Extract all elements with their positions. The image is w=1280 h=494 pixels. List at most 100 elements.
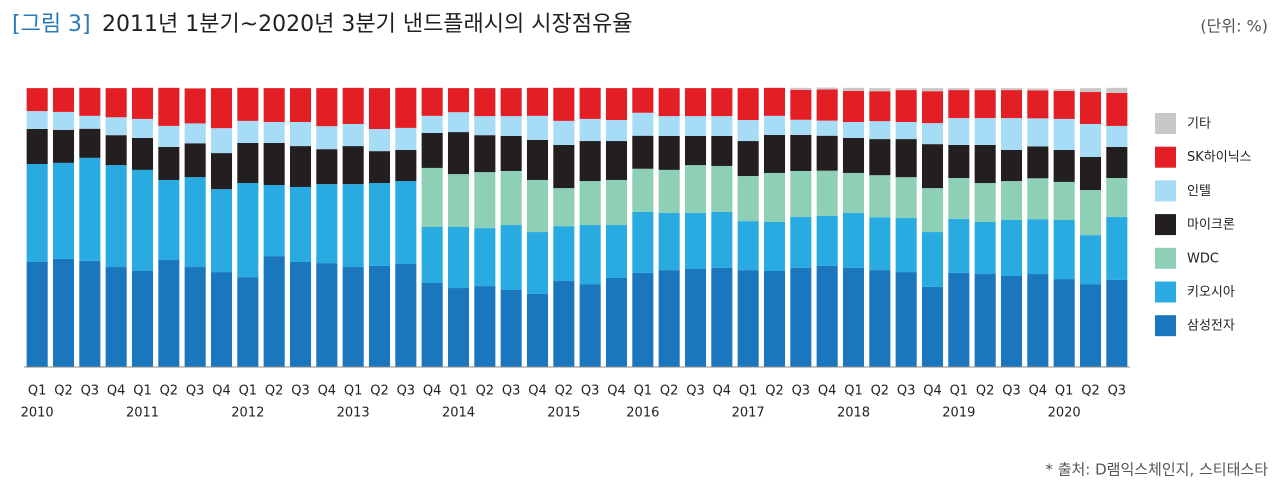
bar-segment (816, 87, 838, 90)
year-label: 2010 (21, 406, 54, 421)
bar-segment (105, 117, 127, 136)
year-label: 2016 (626, 406, 659, 421)
bar-segment (158, 260, 180, 367)
legend-swatch (1155, 247, 1176, 269)
bar-segment (421, 227, 443, 283)
bar-segment (105, 135, 127, 166)
bar-segment (447, 174, 470, 227)
year-label: 2017 (732, 406, 765, 421)
bar-segment (1106, 92, 1128, 126)
bar-segment (974, 88, 996, 91)
x-tick-label: Q1 (634, 384, 653, 399)
x-tick-label: Q2 (476, 384, 495, 399)
bar-segment (158, 179, 180, 261)
bar-segment (474, 228, 496, 287)
bar-segment (869, 217, 891, 271)
x-tick-label: Q4 (212, 384, 231, 399)
bar-segment (842, 172, 865, 213)
bar-segment (26, 164, 48, 262)
bar-segment (921, 91, 944, 124)
x-tick-label: Q2 (871, 384, 890, 399)
bar-segment (553, 87, 575, 121)
bar-segment (763, 134, 786, 173)
bar-segment (895, 177, 917, 219)
bar-segment (632, 87, 654, 113)
year-label: 2011 (126, 406, 159, 421)
legend-label: 기타 (1187, 117, 1211, 132)
bar-segment (948, 272, 970, 367)
bar-segment (632, 168, 654, 212)
bar-segment (605, 141, 628, 180)
x-tick-label: Q4 (1029, 384, 1048, 399)
legend-swatch (1155, 315, 1176, 337)
bar-segment (869, 91, 891, 122)
bar-segment (974, 118, 996, 145)
bar-segment (316, 149, 338, 185)
bar-segment (711, 88, 733, 117)
x-tick-label: Q3 (291, 384, 310, 399)
x-tick-label: Q3 (1108, 384, 1127, 399)
bar-segment (605, 277, 628, 367)
bar-segment (684, 116, 707, 136)
x-tick-label: Q4 (423, 384, 442, 399)
bar-segment (52, 87, 75, 112)
bar-segment (605, 120, 628, 142)
bar-segment (447, 288, 470, 367)
bar-segment (368, 265, 391, 367)
bar-segment (842, 267, 865, 367)
x-tick-label: Q2 (976, 384, 995, 399)
bar-segment (316, 126, 338, 150)
bar-segment (974, 90, 996, 119)
bar-segment (763, 115, 786, 135)
bar-segment (52, 111, 75, 130)
bar-segment (1079, 284, 1102, 367)
bar-segment (421, 132, 443, 168)
bar-segment (658, 136, 680, 170)
bar-segment (395, 127, 417, 150)
year-label: 2015 (547, 406, 580, 421)
bar-segment (52, 258, 75, 367)
bar-segment (1027, 219, 1049, 275)
bar-segment (1027, 88, 1049, 91)
bar-segment (79, 260, 101, 367)
bar-segment (79, 128, 101, 158)
bar-segment (632, 112, 654, 136)
bar-segment (368, 129, 391, 152)
x-tick-label: Q3 (581, 384, 600, 399)
bar-segment (842, 213, 865, 268)
x-tick-label: Q3 (897, 384, 916, 399)
bar-segment (632, 211, 654, 273)
bar-segment (895, 272, 917, 367)
bar-segment (948, 88, 970, 91)
bar-segment (342, 146, 364, 185)
bar-segment (1000, 118, 1023, 150)
bar-segment (921, 286, 944, 367)
bar-segment (105, 88, 127, 118)
bar-segment (553, 144, 575, 189)
year-label: 2012 (231, 406, 264, 421)
bar-segment (1000, 90, 1023, 119)
bar-segment (579, 141, 601, 182)
bar-segment (1079, 190, 1102, 236)
bar-segment (948, 218, 970, 273)
bar-segment (500, 88, 522, 117)
bar-segment (842, 122, 865, 138)
x-tick-label: Q1 (133, 384, 152, 399)
bar-segment (237, 87, 259, 121)
bar-segment (210, 189, 233, 273)
bar-segment (763, 221, 786, 271)
bar-segment (1106, 146, 1128, 178)
bar-segment (790, 87, 812, 90)
bar-segment (1106, 279, 1128, 367)
bar-segment (553, 188, 575, 227)
bar-segment (816, 215, 838, 266)
bar-segment (263, 185, 285, 257)
bar-segment (1079, 92, 1102, 124)
bar-segment (658, 116, 680, 136)
bar-segment (500, 136, 522, 171)
bar-segment (711, 165, 733, 212)
bar-segment (1106, 87, 1128, 93)
bar-segment (1079, 88, 1102, 93)
bar-segment (184, 88, 206, 124)
bar-segment (289, 262, 312, 367)
